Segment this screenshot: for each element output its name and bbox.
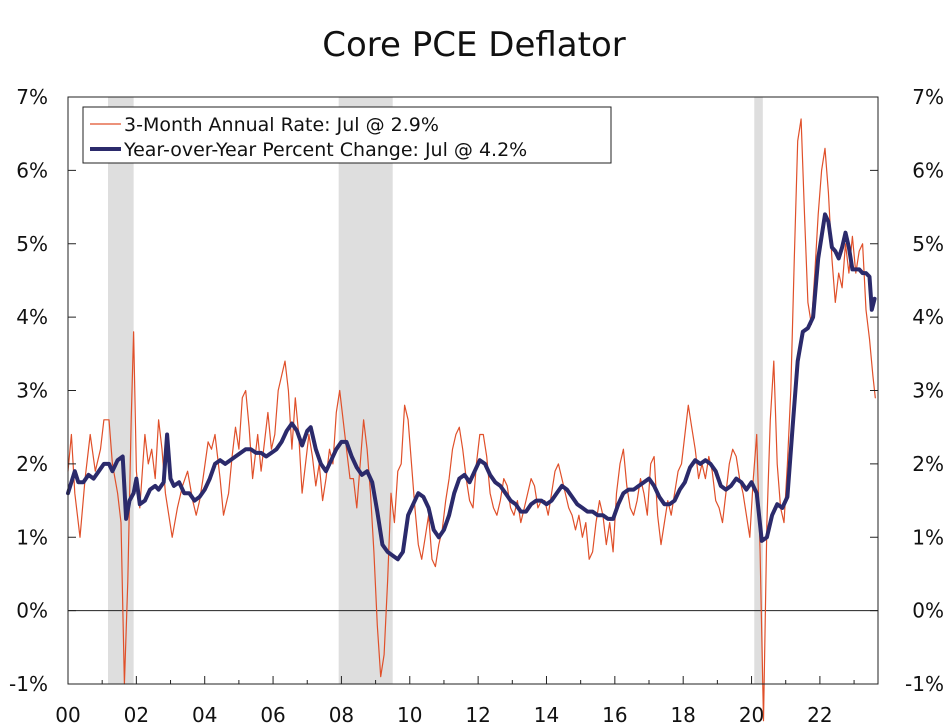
y-tick-label-right: 7% [912, 85, 944, 109]
y-tick-label-left: 2% [16, 452, 48, 476]
y-tick-label-left: 7% [16, 85, 48, 109]
y-axis-right: -1% 0% 1% 2% 3% 4% 5% 6% 7% [870, 85, 944, 696]
chart-title: Core PCE Deflator [322, 25, 626, 65]
y-tick-label-left: 1% [16, 525, 48, 549]
x-tick-label: 08 [329, 703, 354, 727]
legend-label-3-month: 3-Month Annual Rate: Jul @ 2.9% [124, 114, 439, 136]
x-tick-label: 00 [55, 703, 80, 727]
y-tick-label-left: 4% [16, 305, 48, 329]
x-tick-label: 12 [465, 703, 490, 727]
y-tick-label-left: -1% [9, 672, 48, 696]
y-tick-label-left: 6% [16, 158, 48, 182]
y-tick-label-left: 3% [16, 379, 48, 403]
x-tick-label: 22 [807, 703, 832, 727]
x-axis: 00 02 04 06 08 10 12 14 16 18 20 22 [55, 676, 855, 727]
y-tick-label-right: -1% [905, 672, 944, 696]
series-line-yoy [66, 212, 877, 562]
x-tick-label: 10 [397, 703, 422, 727]
y-tick-label-right: 0% [912, 599, 944, 623]
y-tick-label-right: 4% [912, 305, 944, 329]
x-tick-label: 06 [260, 703, 285, 727]
y-tick-label-left: 5% [16, 232, 48, 256]
x-tick-label: 02 [124, 703, 149, 727]
y-tick-label-right: 3% [912, 379, 944, 403]
recession-band-0 [107, 97, 134, 684]
x-tick-label: 20 [739, 703, 764, 727]
legend-label-yoy: Year-over-Year Percent Change: Jul @ 4.2… [123, 139, 527, 161]
x-tick-label: 18 [670, 703, 695, 727]
recession-band-2 [754, 97, 763, 684]
y-tick-label-right: 6% [912, 158, 944, 182]
series-layer [66, 118, 877, 722]
y-tick-label-left: 0% [16, 599, 48, 623]
series-line-3-month [67, 118, 876, 722]
y-axis-left: -1% 0% 1% 2% 3% 4% 5% 6% 7% [9, 85, 76, 696]
x-tick-label: 14 [534, 703, 559, 727]
x-tick-label: 16 [602, 703, 627, 727]
y-tick-label-right: 2% [912, 452, 944, 476]
y-tick-label-right: 5% [912, 232, 944, 256]
recession-bands [107, 97, 763, 684]
y-tick-label-right: 1% [912, 525, 944, 549]
x-tick-label: 04 [192, 703, 217, 727]
legend-box [82, 106, 612, 164]
legend: 3-Month Annual Rate: Jul @ 2.9% Year-ove… [82, 106, 612, 164]
recession-band-1 [338, 97, 393, 684]
